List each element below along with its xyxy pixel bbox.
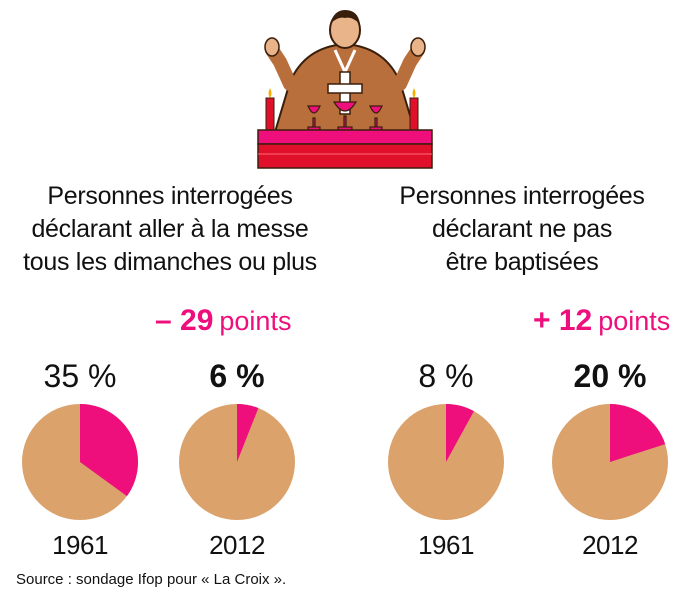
year-left-2012: 2012: [209, 530, 265, 560]
year-right-1961: 1961: [418, 530, 474, 560]
chart-left-change: – 29 points: [155, 304, 291, 338]
pie-label-right-1961: 8 %: [418, 358, 474, 394]
pie-right-2012: [552, 404, 668, 520]
change-unit: points: [219, 306, 292, 336]
change-value: – 29: [155, 304, 214, 337]
change-value: + 12: [533, 304, 593, 337]
change-unit: points: [598, 306, 671, 336]
year-left-1961: 1961: [52, 530, 108, 560]
pie-value-slice: [237, 404, 259, 462]
pie-value-slice: [80, 404, 138, 497]
pie-value-slice: [446, 404, 474, 462]
chart-right-title: Personnes interrogées déclarant ne pas ê…: [399, 182, 645, 276]
pie-label-right-2012: 20 %: [573, 358, 647, 394]
pie-label-left-2012: 6 %: [209, 358, 265, 394]
year-right-2012: 2012: [582, 530, 638, 560]
pie-left-2012: [179, 404, 295, 520]
pie-right-1961: [388, 404, 504, 520]
chart-left-title: Personnes interrogées déclarant aller à …: [23, 182, 317, 276]
pie-left-1961: [22, 404, 138, 520]
pie-label-left-1961: 35 %: [43, 358, 117, 394]
pie-value-slice: [610, 404, 666, 462]
priest-at-altar-illustration: [257, 10, 433, 169]
source-note: Source : sondage Ifop pour « La Croix ».: [16, 571, 287, 588]
chart-right-change: + 12 points: [533, 304, 670, 338]
